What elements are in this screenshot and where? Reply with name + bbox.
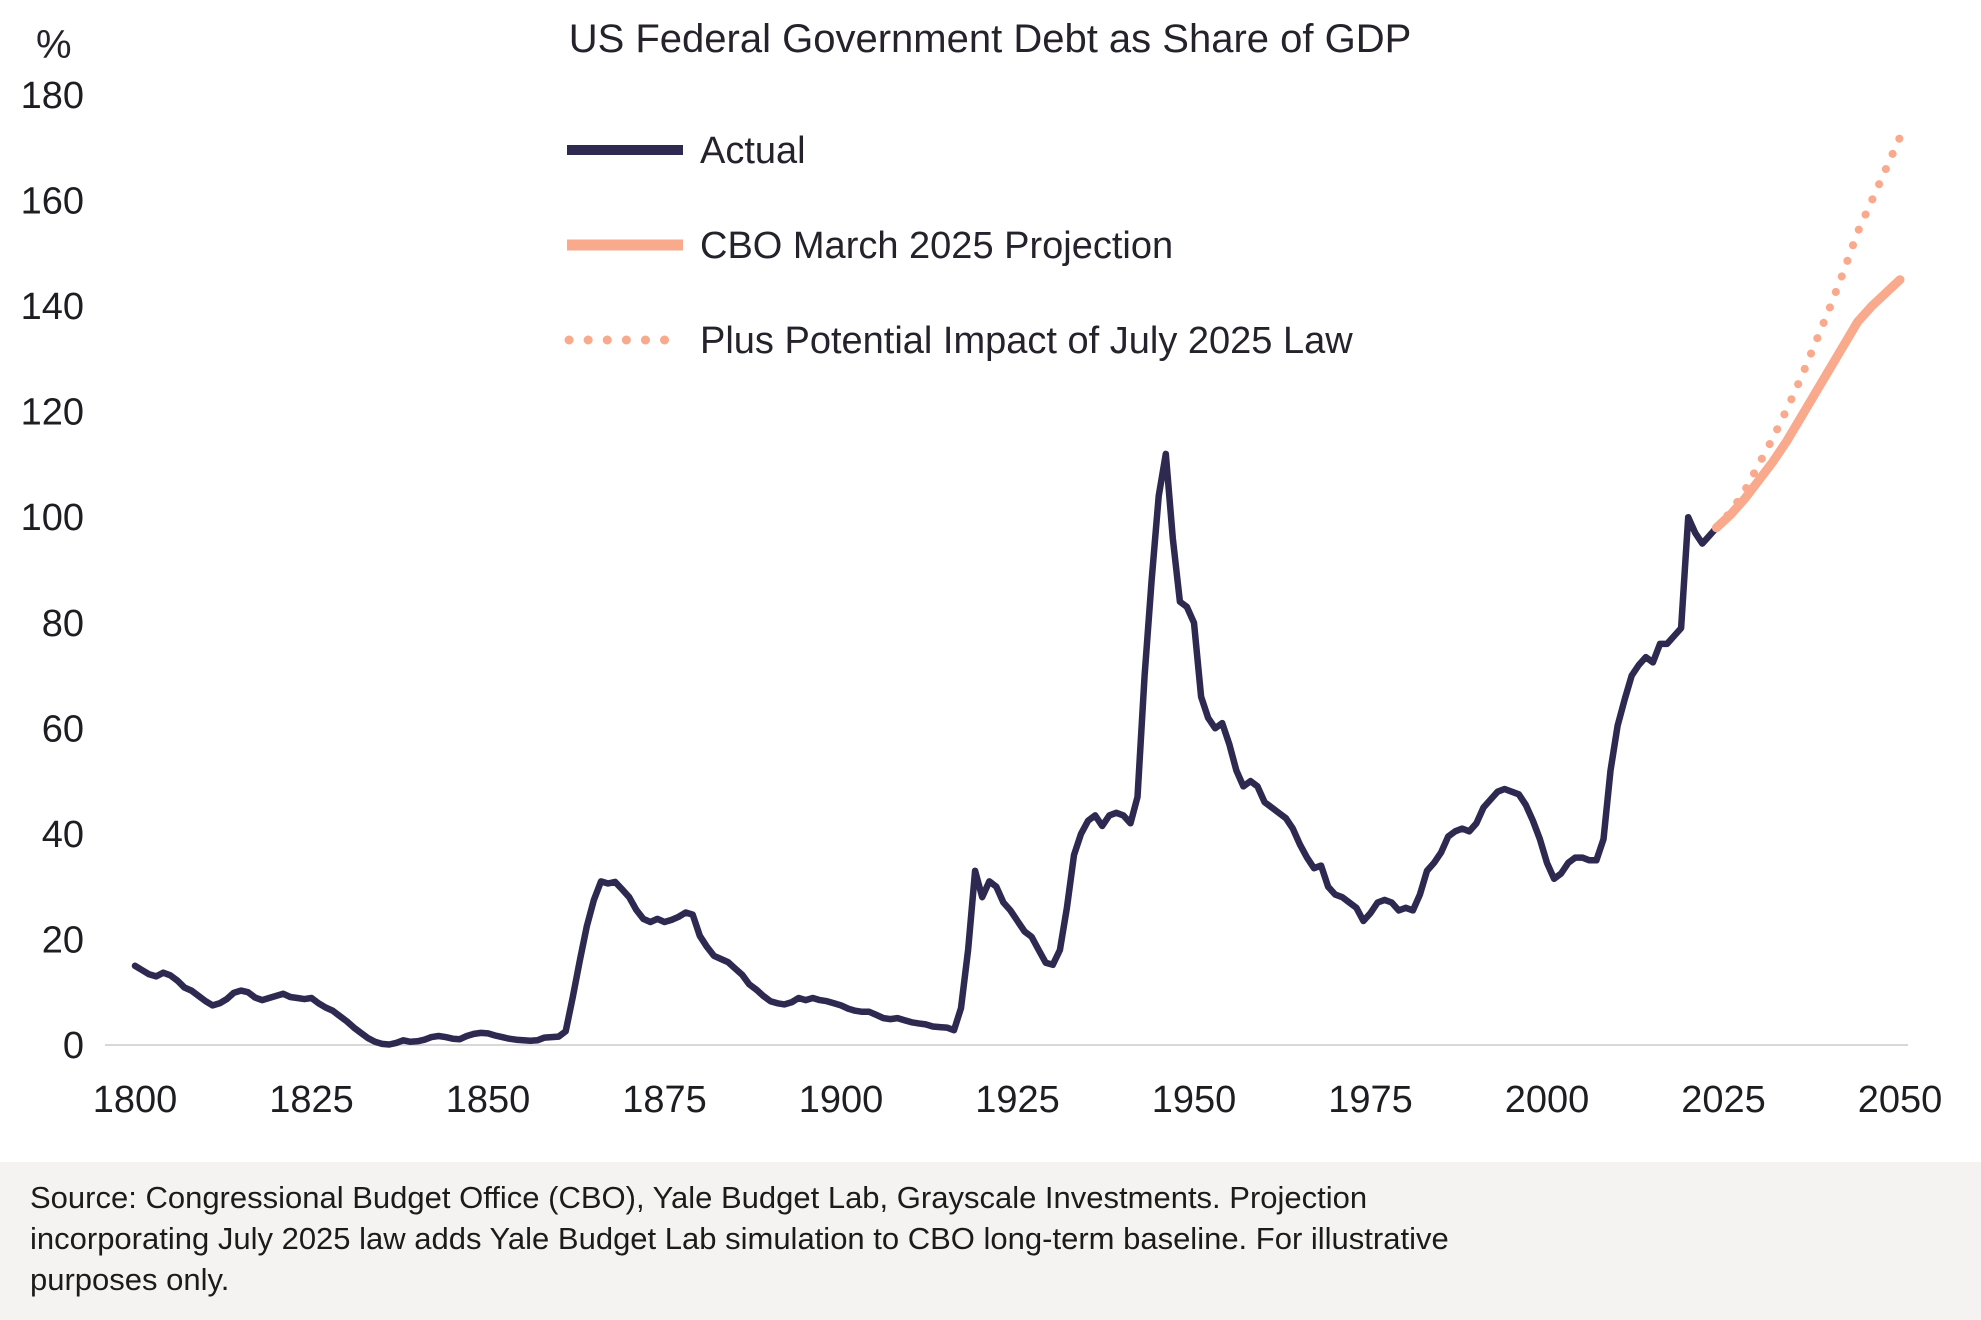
x-tick-label: 1975 (1328, 1079, 1413, 1121)
chart-title: US Federal Government Debt as Share of G… (569, 17, 1412, 61)
y-tick-label: 40 (42, 814, 84, 856)
y-tick-label: 20 (42, 919, 84, 961)
x-tick-label: 1800 (93, 1079, 178, 1121)
y-tick-label: 0 (63, 1025, 84, 1067)
chart-container: US Federal Government Debt as Share of G… (21, 17, 1943, 1121)
legend-label-july-2025-law: Plus Potential Impact of July 2025 Law (700, 320, 1353, 362)
x-tick-label: 1825 (269, 1079, 354, 1121)
plot-area: 0 20 40 60 80 100 120 140 160 180 1800 1825 1850 1875… (21, 75, 1943, 1121)
series-cbo-projection (1711, 275, 1905, 533)
series-dotted-projection (1712, 133, 1904, 532)
y-tick-label: 80 (42, 603, 84, 645)
x-tick-label: 1925 (975, 1079, 1060, 1121)
legend-label-actual: Actual (700, 130, 806, 172)
x-tick-label: 1950 (1152, 1079, 1237, 1121)
y-tick-label: 160 (21, 181, 84, 223)
chart-legend: Actual CBO March 2025 Projection Plus Po… (564, 130, 1353, 362)
legend-label-cbo-projection: CBO March 2025 Projection (700, 225, 1173, 267)
x-tick-label: 1900 (799, 1079, 884, 1121)
y-tick-label: 60 (42, 708, 84, 750)
y-tick-label: 100 (21, 497, 84, 539)
series-actual (131, 450, 1720, 1048)
y-tick-label: 120 (21, 392, 84, 434)
debt-gdp-line-chart: US Federal Government Debt as Share of G… (21, 17, 1943, 1121)
x-tick-label: 2000 (1505, 1079, 1590, 1121)
x-tick-label: 2025 (1681, 1079, 1766, 1121)
source-note: Source: Congressional Budget Office (CBO… (0, 1162, 1981, 1320)
x-tick-label: 1850 (446, 1079, 531, 1121)
x-tick-label: 1875 (622, 1079, 707, 1121)
y-tick-label: 140 (21, 286, 84, 328)
y-axis-unit-label: % (36, 23, 72, 67)
x-tick-label: 2050 (1858, 1079, 1943, 1121)
y-tick-label: 180 (21, 75, 84, 117)
